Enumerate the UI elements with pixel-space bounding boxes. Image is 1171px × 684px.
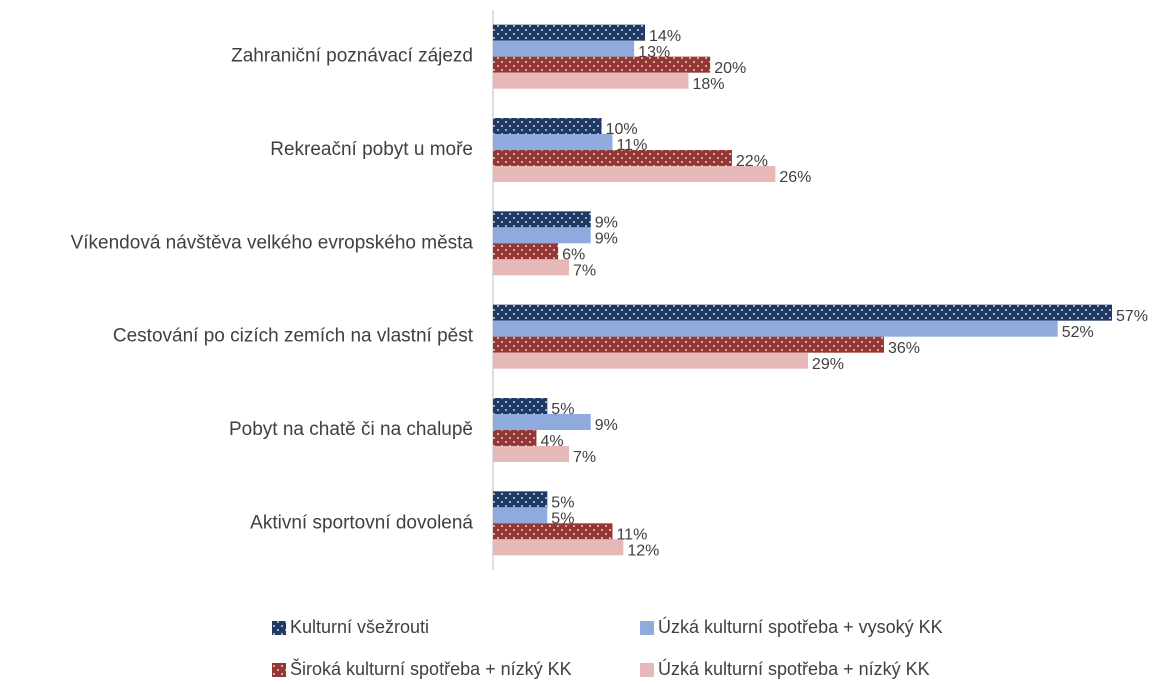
value-label: 7% — [573, 449, 596, 466]
value-label: 9% — [595, 417, 618, 434]
value-label: 26% — [779, 169, 811, 186]
bar — [493, 336, 884, 353]
bar — [493, 166, 776, 182]
category-label: Zahraniční poznávací zájezd — [231, 46, 473, 67]
category-label: Aktivní sportovní dovolená — [250, 512, 473, 533]
bar — [493, 24, 646, 41]
category-label: Cestování po cizích zemích na vlastní pě… — [113, 326, 474, 347]
legend-marker — [640, 621, 654, 635]
value-label: 52% — [1062, 324, 1094, 341]
category-label: Pobyt na chatě či na chalupě — [229, 419, 473, 440]
category-label: Rekreační pobyt u moře — [270, 139, 473, 160]
value-label: 9% — [595, 215, 618, 232]
bar — [493, 243, 559, 260]
bar — [493, 523, 613, 540]
value-label: 22% — [736, 153, 768, 170]
value-label: 13% — [638, 44, 670, 61]
legend-marker — [640, 663, 654, 677]
bar — [493, 118, 602, 134]
value-label: 18% — [692, 76, 724, 93]
legend-marker — [272, 621, 286, 635]
legend-marker — [272, 663, 286, 677]
bar — [493, 227, 591, 244]
value-label: 57% — [1116, 308, 1148, 325]
value-label: 12% — [627, 543, 659, 560]
value-label: 9% — [595, 231, 618, 248]
legend-label: Široká kulturní spotřeba + nízký KK — [290, 658, 572, 679]
value-label: 29% — [812, 356, 844, 373]
bar — [493, 398, 548, 414]
value-label: 36% — [888, 340, 920, 357]
value-label: 14% — [649, 28, 681, 45]
value-label: 11% — [616, 137, 647, 154]
value-label: 6% — [562, 247, 585, 264]
bar — [493, 507, 548, 524]
legend-label: Úzká kulturní spotřeba + nízký KK — [658, 658, 930, 679]
bar — [493, 446, 570, 462]
category-label: Víkendová návštěva velkého evropského mě… — [71, 232, 474, 253]
legend-label: Úzká kulturní spotřeba + vysoký KK — [658, 616, 943, 637]
value-label: 7% — [573, 263, 596, 280]
value-label: 5% — [551, 401, 574, 418]
bar — [493, 304, 1112, 321]
bar — [493, 430, 537, 446]
bar — [493, 150, 732, 166]
bar — [493, 56, 711, 73]
bar — [493, 134, 613, 150]
bar — [493, 211, 591, 228]
bar — [493, 491, 548, 508]
legend-label: Kulturní všežrouti — [290, 617, 429, 637]
value-label: 5% — [551, 511, 574, 528]
bar — [493, 414, 591, 430]
value-label: 5% — [551, 495, 574, 512]
bar — [493, 539, 624, 556]
bar — [493, 320, 1058, 337]
bar — [493, 352, 808, 369]
bar — [493, 259, 570, 276]
bar — [493, 40, 635, 57]
bar — [493, 72, 689, 89]
value-label: 20% — [714, 60, 746, 77]
value-label: 4% — [540, 433, 563, 450]
value-label: 10% — [606, 121, 638, 138]
value-label: 11% — [616, 527, 647, 544]
